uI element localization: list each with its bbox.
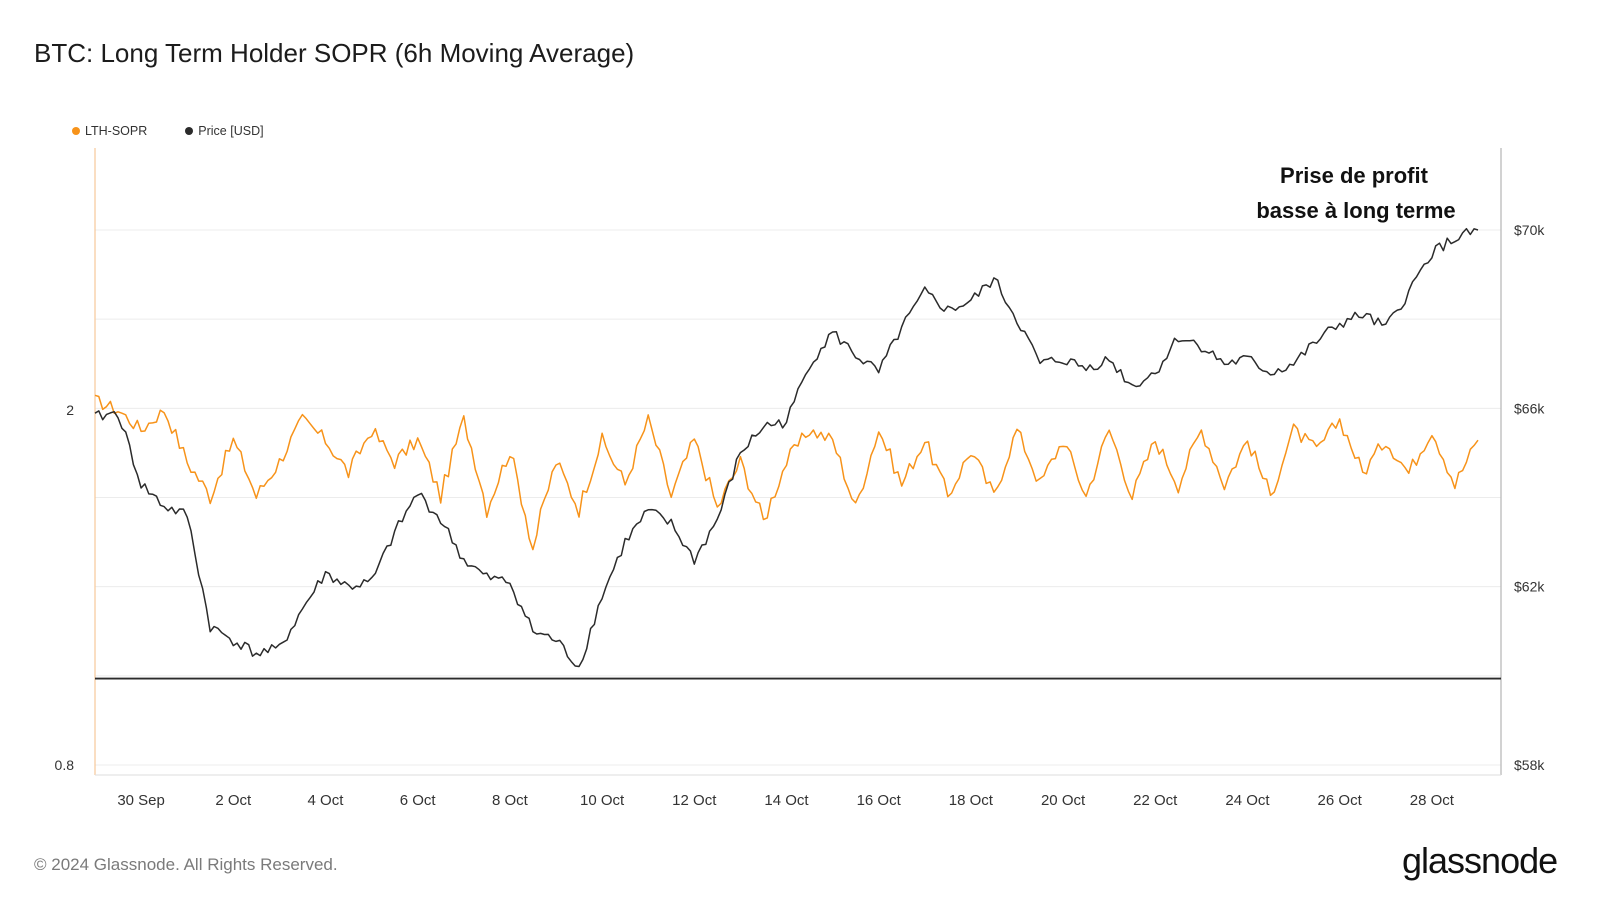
x-tick-label-2: 4 Oct [308,792,345,809]
x-tick-label-12: 24 Oct [1225,792,1270,809]
x-tick-label-5: 10 Oct [580,792,625,809]
right-tick-label-3: $70k [1514,222,1545,238]
glassnode-logo: glassnode [1402,840,1558,881]
annotation-line-2: basse à long terme [1256,198,1455,223]
right-tick-label-0: $58k [1514,757,1545,773]
legend: LTH-SOPR Price [USD] [72,124,264,138]
annotation-line-1: Prise de profit [1280,163,1429,188]
series-line-price [94,227,1479,668]
legend-item-sopr[interactable]: LTH-SOPR [72,124,147,138]
x-tick-label-11: 22 Oct [1133,792,1178,809]
x-tick-label-13: 26 Oct [1318,792,1363,809]
copyright-notice: © 2024 Glassnode. All Rights Reserved. [34,855,338,874]
legend-label-price: Price [USD] [198,124,264,138]
legend-item-price[interactable]: Price [USD] [185,124,264,138]
x-tick-label-1: 2 Oct [215,792,252,809]
right-tick-label-2: $66k [1514,400,1545,416]
left-axis-ticks: 0.82 [55,402,75,773]
series-line-lth-sopr [94,394,1479,551]
x-tick-label-3: 6 Oct [400,792,437,809]
x-tick-label-4: 8 Oct [492,792,529,809]
x-axis-ticks: 30 Sep 2 Oct 4 Oct 6 Oct 8 Oct 10 Oct 12 Oct 14… [117,792,1454,809]
x-tick-label-8: 16 Oct [857,792,902,809]
grid-lines [95,229,1501,766]
left-tick-label-0: 0.8 [55,757,75,773]
legend-dot-sopr [72,127,80,135]
x-tick-label-0: 30 Sep [117,792,165,809]
legend-dot-price [185,127,194,135]
chart-title: BTC: Long Term Holder SOPR (6h Moving Av… [34,38,635,68]
legend-label-sopr: LTH-SOPR [85,124,148,138]
x-tick-label-9: 18 Oct [949,792,994,809]
right-tick-label-1: $62k [1514,579,1545,595]
right-axis-ticks: $58k $62k $66k $70k [1514,222,1545,773]
x-tick-label-7: 14 Oct [764,792,809,809]
x-tick-label-10: 20 Oct [1041,792,1086,809]
x-tick-label-14: 28 Oct [1410,792,1455,809]
left-tick-label-1: 2 [66,402,74,418]
x-tick-label-6: 12 Oct [672,792,717,809]
